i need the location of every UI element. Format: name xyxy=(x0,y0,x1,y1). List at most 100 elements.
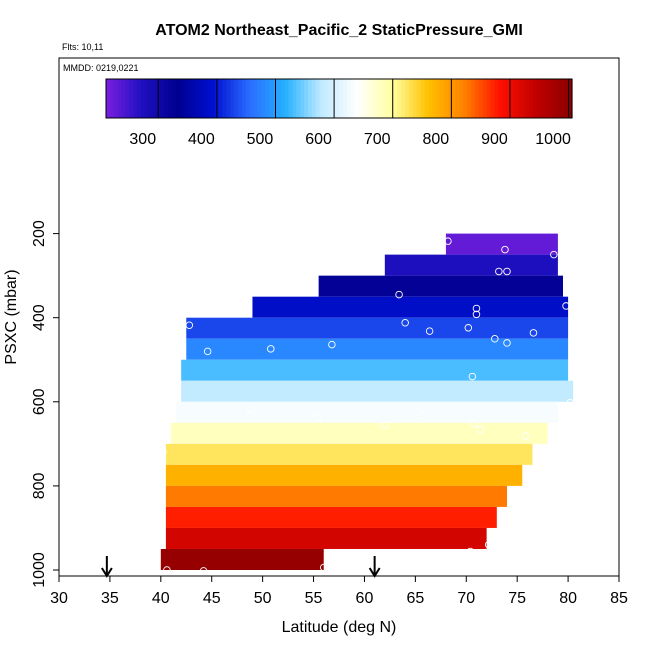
data-band xyxy=(318,275,563,297)
y-axis: 200 400 600 800 1000 xyxy=(31,220,60,588)
colorbar-segment xyxy=(362,79,367,118)
colorbar-segment xyxy=(164,79,169,118)
data-point xyxy=(470,419,479,428)
data-band xyxy=(165,527,487,549)
colorbar-segment xyxy=(486,79,492,118)
data-point xyxy=(464,324,473,332)
colorbar-segment xyxy=(552,79,558,118)
colorbar-segment xyxy=(280,79,286,118)
data-point xyxy=(159,448,167,457)
colorbar-segment xyxy=(300,79,305,118)
colorbar-segment xyxy=(234,79,239,118)
colorbar-tick-label: 900 xyxy=(481,131,508,148)
data-bands xyxy=(160,233,574,570)
colorbar-segment xyxy=(346,79,352,118)
colorbar-tick-label: 500 xyxy=(247,131,274,148)
colorbar-segment xyxy=(373,79,379,118)
data-point xyxy=(185,321,194,330)
colorbar-segment xyxy=(490,79,495,118)
data-band xyxy=(171,422,548,444)
colorbar-segment xyxy=(502,79,507,118)
colorbar-segment xyxy=(125,79,130,118)
colorbar-segment xyxy=(288,79,293,118)
colorbar-segment xyxy=(568,79,573,118)
data-point xyxy=(521,432,530,441)
data-band xyxy=(186,317,569,339)
data-band xyxy=(160,548,324,570)
colorbar-segment xyxy=(245,79,251,118)
colorbar-tick-label: 400 xyxy=(188,131,215,148)
y-tick-label: 1000 xyxy=(31,552,48,588)
data-point xyxy=(417,411,426,420)
data-band xyxy=(181,359,569,381)
colorbar-segment xyxy=(241,79,247,118)
colorbar-segment xyxy=(548,79,554,118)
colorbar-segment xyxy=(183,79,189,118)
data-point xyxy=(472,310,481,319)
colorbar-segment xyxy=(307,79,313,118)
y-tick-label: 400 xyxy=(31,304,48,331)
colorbar-segment xyxy=(249,79,255,118)
colorbar-segment xyxy=(471,79,476,118)
colorbar-segment xyxy=(129,79,134,118)
data-point xyxy=(199,567,208,575)
data-point xyxy=(562,302,570,310)
data-points xyxy=(159,237,574,575)
colorbar-segment xyxy=(152,79,158,118)
colorbar-segment xyxy=(463,79,468,118)
colorbar-tick-label: 300 xyxy=(129,131,156,148)
x-tick-label: 75 xyxy=(508,590,526,607)
x-tick-label: 35 xyxy=(101,590,119,607)
data-point xyxy=(503,339,511,347)
x-tick-label: 60 xyxy=(356,590,374,607)
x-tick-label: 80 xyxy=(559,590,577,607)
colorbar-segment xyxy=(113,79,119,118)
colorbar-segment xyxy=(230,79,235,118)
colorbar-segment xyxy=(443,79,449,118)
colorbar-segment xyxy=(350,79,356,118)
colorbar-segment xyxy=(210,79,216,118)
colorbar-segment xyxy=(505,79,511,118)
data-point xyxy=(425,327,434,335)
y-tick-label: 200 xyxy=(31,220,48,247)
colorbar-segment xyxy=(168,79,173,118)
colorbar-segment xyxy=(191,79,196,118)
colorbar-segment xyxy=(370,79,375,118)
colorbar-segment xyxy=(304,79,309,118)
data-point xyxy=(267,345,275,353)
colorbar-segment xyxy=(432,79,437,118)
data-point xyxy=(395,290,403,299)
x-tick-label: 85 xyxy=(610,590,628,607)
colorbar-segment xyxy=(323,79,328,118)
colorbar-segment xyxy=(292,79,297,118)
colorbar-segment xyxy=(439,79,445,118)
colorbar-segment xyxy=(342,79,348,118)
colorbar-segment xyxy=(424,79,429,118)
colorbar-segment xyxy=(315,79,321,118)
x-tick-label: 70 xyxy=(457,590,475,607)
colorbar-segment xyxy=(257,79,262,118)
colorbar-segment xyxy=(540,79,546,118)
colorbar-segment xyxy=(494,79,499,118)
colorbar-segment xyxy=(140,79,146,118)
data-point xyxy=(444,237,452,245)
colorbar-segment xyxy=(366,79,371,118)
colorbar-segment xyxy=(420,79,426,118)
plot-area: MMDD: 0219,0221 xyxy=(58,57,620,578)
colorbar-segment xyxy=(544,79,550,118)
colorbar-segment xyxy=(238,79,243,118)
colorbar-segment xyxy=(206,79,212,118)
data-point xyxy=(566,398,574,407)
colorbar-tick-label: 1000 xyxy=(535,131,571,148)
flights-note: Flts: 10,11 xyxy=(62,42,103,52)
colorbar-tick-label: 600 xyxy=(305,131,332,148)
data-point xyxy=(484,541,493,549)
colorbar-segment xyxy=(222,79,227,118)
colorbar-segment xyxy=(319,79,325,118)
data-band xyxy=(445,233,558,255)
colorbar-segment xyxy=(339,79,344,118)
data-band xyxy=(252,296,569,318)
data-point xyxy=(468,372,477,381)
data-band xyxy=(165,506,497,528)
